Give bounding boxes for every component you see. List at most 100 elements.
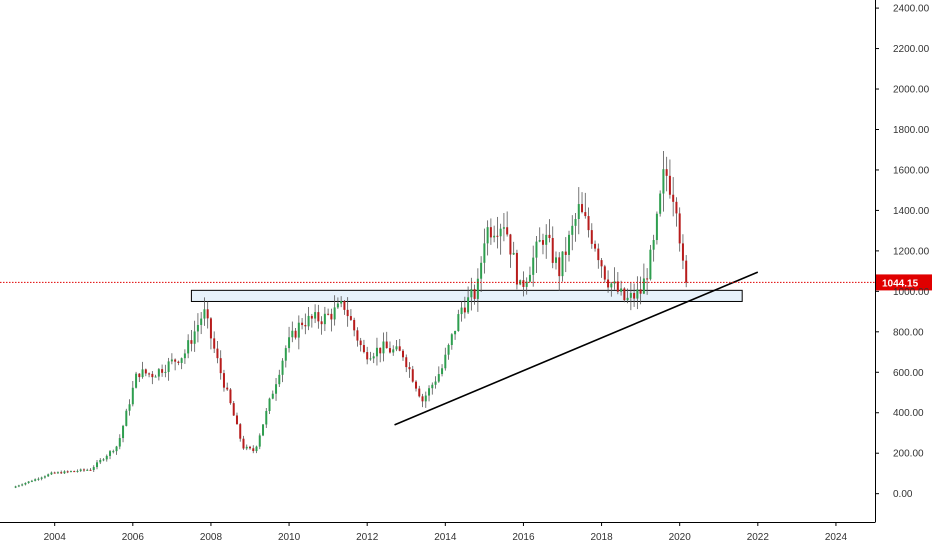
candle-up — [483, 243, 486, 263]
y-tick-label: 1800.00 — [893, 125, 930, 136]
candle-down — [672, 194, 675, 202]
candle-down — [668, 175, 671, 195]
candle-down — [66, 471, 69, 473]
candle-down — [304, 325, 307, 327]
x-tick-label: 2014 — [434, 532, 457, 543]
candle-up — [180, 358, 183, 363]
candle-down — [646, 278, 649, 280]
candle-down — [362, 345, 365, 353]
candle-down — [584, 212, 587, 217]
candle-down — [216, 348, 219, 359]
support-zone — [190, 289, 743, 302]
candle-up — [63, 471, 66, 474]
candle-down — [317, 312, 320, 322]
candle-up — [86, 469, 89, 471]
candle-down — [294, 330, 297, 338]
candle-down — [148, 373, 151, 375]
candle-up — [17, 485, 20, 487]
candle-up — [50, 472, 53, 475]
candle-up — [655, 213, 658, 241]
candle-up — [568, 234, 571, 255]
candle-up — [545, 234, 548, 245]
candle-down — [219, 358, 222, 374]
candle-up — [135, 373, 138, 388]
candle-up — [323, 313, 326, 325]
candle-up — [480, 262, 483, 279]
candle-up — [69, 471, 72, 473]
candle-up — [193, 331, 196, 344]
candle-up — [457, 314, 460, 331]
candle-down — [379, 347, 382, 354]
candle-down — [161, 369, 164, 373]
candle-down — [405, 357, 408, 368]
candle-up — [314, 312, 317, 319]
candle-up — [454, 330, 457, 335]
candle-down — [515, 252, 518, 285]
x-tick-label: 2006 — [122, 532, 145, 543]
candle-up — [21, 484, 24, 486]
candle-up — [112, 451, 115, 453]
last-price-badge — [876, 274, 932, 291]
candle-up — [187, 340, 190, 354]
candle-down — [229, 389, 232, 404]
candle-down — [509, 234, 512, 255]
candle-up — [122, 425, 125, 439]
candle-up — [170, 359, 173, 362]
candle-up — [441, 368, 444, 375]
candle-up — [265, 410, 268, 425]
candle-up — [649, 249, 652, 280]
candle-down — [235, 415, 238, 425]
candle-up — [99, 459, 102, 463]
candle-down — [594, 243, 597, 249]
y-tick-label: 1200.00 — [893, 246, 930, 257]
candle-down — [600, 260, 603, 267]
candle-up — [476, 278, 479, 299]
candle-up — [24, 482, 27, 485]
candle-down — [607, 279, 610, 288]
candle-up — [629, 293, 632, 298]
candle-down — [320, 321, 323, 325]
x-tick-label: 2020 — [669, 532, 692, 543]
candle-down — [665, 169, 668, 176]
candle-up — [196, 324, 199, 332]
candle-down — [144, 369, 147, 374]
candle-down — [239, 424, 242, 439]
y-tick-label: 800.00 — [893, 327, 924, 338]
candle-up — [434, 381, 437, 385]
candle-down — [242, 438, 245, 449]
candle-down — [388, 348, 391, 353]
candle-down — [418, 388, 421, 397]
candle-up — [502, 227, 505, 229]
candle-down — [89, 469, 92, 471]
candle-up — [164, 371, 167, 373]
candle-up — [56, 472, 59, 474]
candle-up — [450, 334, 453, 346]
candle-up — [76, 470, 79, 472]
candle-up — [271, 393, 274, 399]
candle-up — [437, 374, 440, 382]
candle-up — [447, 345, 450, 355]
candle-up — [467, 297, 470, 313]
candle-down — [190, 340, 193, 344]
candle-up — [382, 341, 385, 354]
candle-down — [310, 315, 313, 319]
candle-up — [255, 446, 258, 452]
candle-up — [183, 353, 186, 359]
y-tick-label: 200.00 — [893, 449, 924, 460]
candle-up — [167, 361, 170, 372]
candle-up — [577, 204, 580, 220]
candle-up — [535, 241, 538, 258]
candle-down — [53, 472, 56, 474]
candle-up — [105, 455, 108, 460]
candle-up — [118, 438, 121, 447]
candle-up — [109, 451, 112, 456]
candle-down — [639, 289, 642, 294]
support-zone-layer — [190, 289, 743, 302]
candle-up — [610, 283, 613, 288]
candle-down — [366, 352, 369, 360]
candle-down — [681, 243, 684, 261]
candle-up — [281, 360, 284, 375]
